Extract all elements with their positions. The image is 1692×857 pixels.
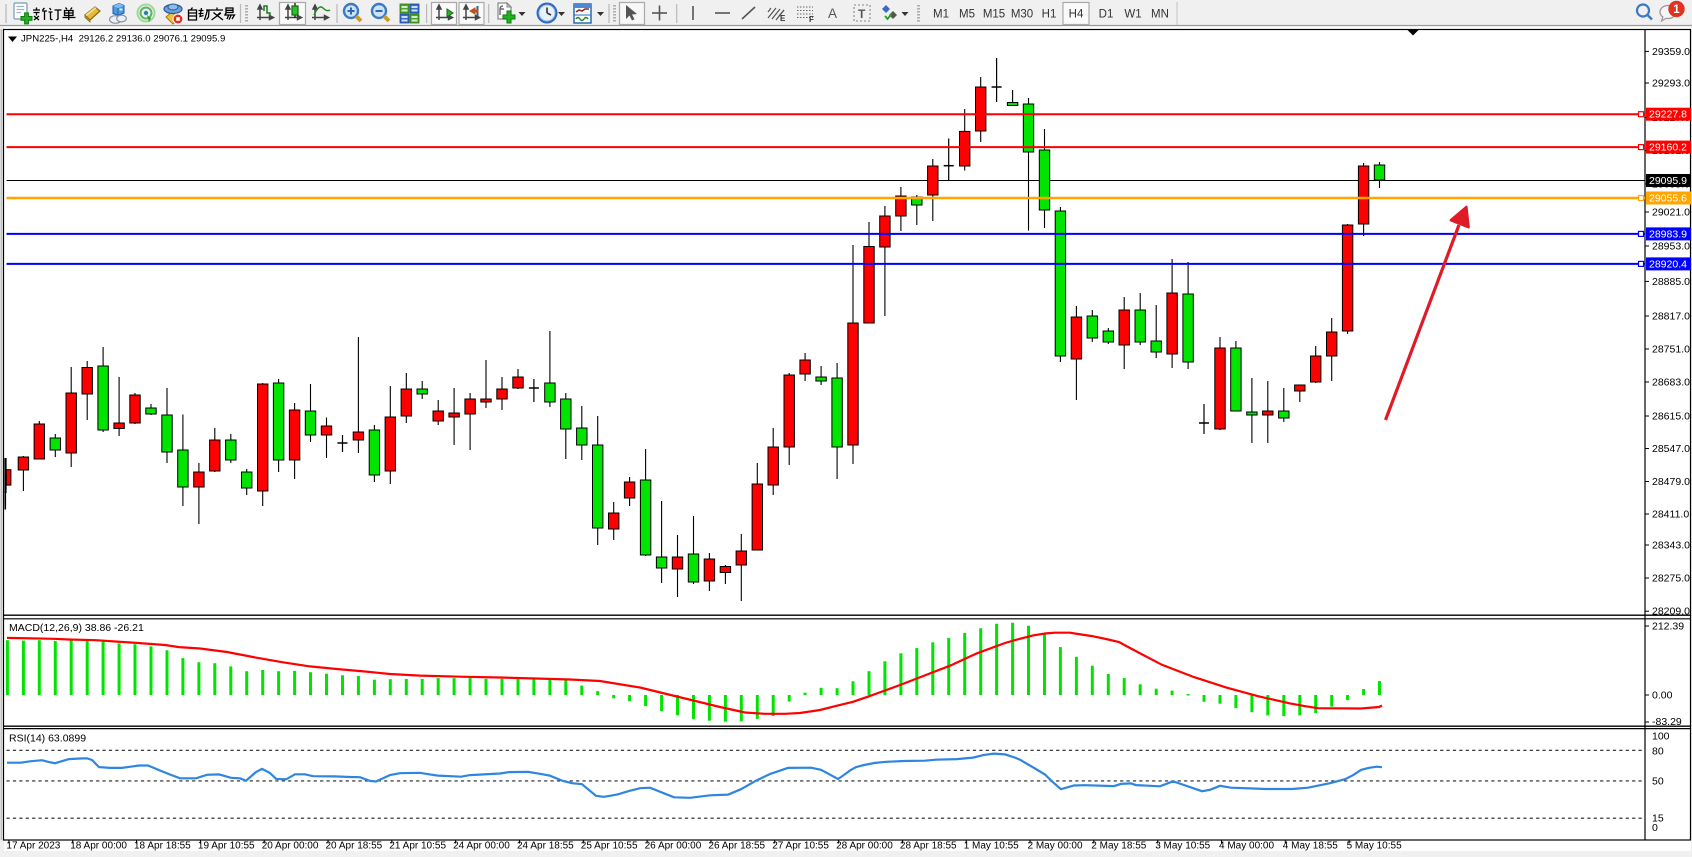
svg-text:A: A xyxy=(828,6,837,21)
svg-text:28 Apr 00:00: 28 Apr 00:00 xyxy=(836,841,893,852)
svg-text:26 Apr 18:55: 26 Apr 18:55 xyxy=(708,841,765,852)
svg-text:4 May 00:00: 4 May 00:00 xyxy=(1219,841,1274,852)
svg-text:24 Apr 00:00: 24 Apr 00:00 xyxy=(453,841,510,852)
svg-text:29293.0: 29293.0 xyxy=(1652,78,1690,90)
svg-text:28411.0: 28411.0 xyxy=(1652,509,1689,521)
svg-text:M5: M5 xyxy=(959,9,975,21)
svg-text:20 Apr 00:00: 20 Apr 00:00 xyxy=(262,841,319,852)
svg-text:28885.0: 28885.0 xyxy=(1652,276,1690,288)
svg-text:27 Apr 10:55: 27 Apr 10:55 xyxy=(772,841,829,852)
svg-text:E: E xyxy=(780,14,786,23)
svg-text:H4: H4 xyxy=(1069,9,1084,21)
svg-text:28209.0: 28209.0 xyxy=(1652,606,1690,618)
svg-text:M15: M15 xyxy=(983,9,1005,21)
svg-text:H1: H1 xyxy=(1042,9,1057,21)
svg-text:15: 15 xyxy=(1652,813,1664,825)
svg-text:28343.0: 28343.0 xyxy=(1652,540,1690,552)
svg-text:29095.9: 29095.9 xyxy=(1649,175,1687,187)
svg-text:28683.0: 28683.0 xyxy=(1652,377,1690,389)
svg-text:1 May 10:55: 1 May 10:55 xyxy=(964,841,1019,852)
svg-text:100: 100 xyxy=(1652,731,1670,743)
svg-text:-83.29: -83.29 xyxy=(1652,716,1682,728)
svg-text:19 Apr 10:55: 19 Apr 10:55 xyxy=(198,841,255,852)
svg-text:28615.0: 28615.0 xyxy=(1652,411,1690,423)
svg-text:F: F xyxy=(809,15,814,24)
svg-text:29359.0: 29359.0 xyxy=(1652,46,1690,58)
svg-text:28983.9: 28983.9 xyxy=(1649,228,1687,240)
svg-text:M30: M30 xyxy=(1011,9,1033,21)
svg-text:28751.0: 28751.0 xyxy=(1652,344,1690,356)
svg-text:M1: M1 xyxy=(933,9,949,21)
svg-text:29227.8: 29227.8 xyxy=(1649,109,1687,121)
svg-text:80: 80 xyxy=(1652,746,1664,758)
svg-text:2 May 18:55: 2 May 18:55 xyxy=(1091,841,1146,852)
svg-text:MN: MN xyxy=(1151,9,1169,21)
svg-text:20 Apr 18:55: 20 Apr 18:55 xyxy=(326,841,383,852)
svg-text:MACD(12,26,9) 38.86 -26.21: MACD(12,26,9) 38.86 -26.21 xyxy=(9,622,144,634)
svg-text:28547.0: 28547.0 xyxy=(1652,443,1690,455)
svg-text:JPN225-,H4 29126.2 29136.0 29: JPN225-,H4 29126.2 29136.0 29076.1 29095… xyxy=(21,34,225,45)
svg-text:18 Apr 00:00: 18 Apr 00:00 xyxy=(70,841,127,852)
svg-text:4 May 18:55: 4 May 18:55 xyxy=(1283,841,1338,852)
svg-text:29021.0: 29021.0 xyxy=(1652,207,1690,219)
svg-text:29055.6: 29055.6 xyxy=(1649,193,1687,205)
svg-text:18 Apr 18:55: 18 Apr 18:55 xyxy=(134,841,191,852)
svg-text:1: 1 xyxy=(1673,4,1680,16)
svg-text:28953.0: 28953.0 xyxy=(1652,241,1690,253)
svg-text:0.00: 0.00 xyxy=(1652,690,1673,702)
svg-text:28920.4: 28920.4 xyxy=(1649,258,1687,270)
svg-text:28817.0: 28817.0 xyxy=(1652,311,1690,323)
svg-text:0: 0 xyxy=(1652,822,1658,834)
svg-text:3 May 10:55: 3 May 10:55 xyxy=(1155,841,1210,852)
svg-text:28479.0: 28479.0 xyxy=(1652,476,1690,488)
svg-text:2 May 00:00: 2 May 00:00 xyxy=(1028,841,1083,852)
svg-text:D1: D1 xyxy=(1099,9,1114,21)
svg-text:50: 50 xyxy=(1652,776,1664,788)
svg-text:28 Apr 18:55: 28 Apr 18:55 xyxy=(900,841,957,852)
svg-text:T: T xyxy=(858,7,866,21)
svg-text:26 Apr 00:00: 26 Apr 00:00 xyxy=(645,841,702,852)
svg-text:W1: W1 xyxy=(1124,9,1141,21)
svg-text:17 Apr 2023: 17 Apr 2023 xyxy=(6,841,60,852)
svg-text:212.39: 212.39 xyxy=(1652,621,1684,633)
svg-text:29160.2: 29160.2 xyxy=(1649,142,1687,154)
svg-text:28275.0: 28275.0 xyxy=(1652,573,1690,585)
svg-text:5 May 10:55: 5 May 10:55 xyxy=(1347,841,1402,852)
svg-text:25 Apr 10:55: 25 Apr 10:55 xyxy=(581,841,638,852)
svg-text:24 Apr 18:55: 24 Apr 18:55 xyxy=(517,841,574,852)
svg-text:21 Apr 10:55: 21 Apr 10:55 xyxy=(389,841,446,852)
svg-text:RSI(14) 63.0899: RSI(14) 63.0899 xyxy=(9,733,86,745)
